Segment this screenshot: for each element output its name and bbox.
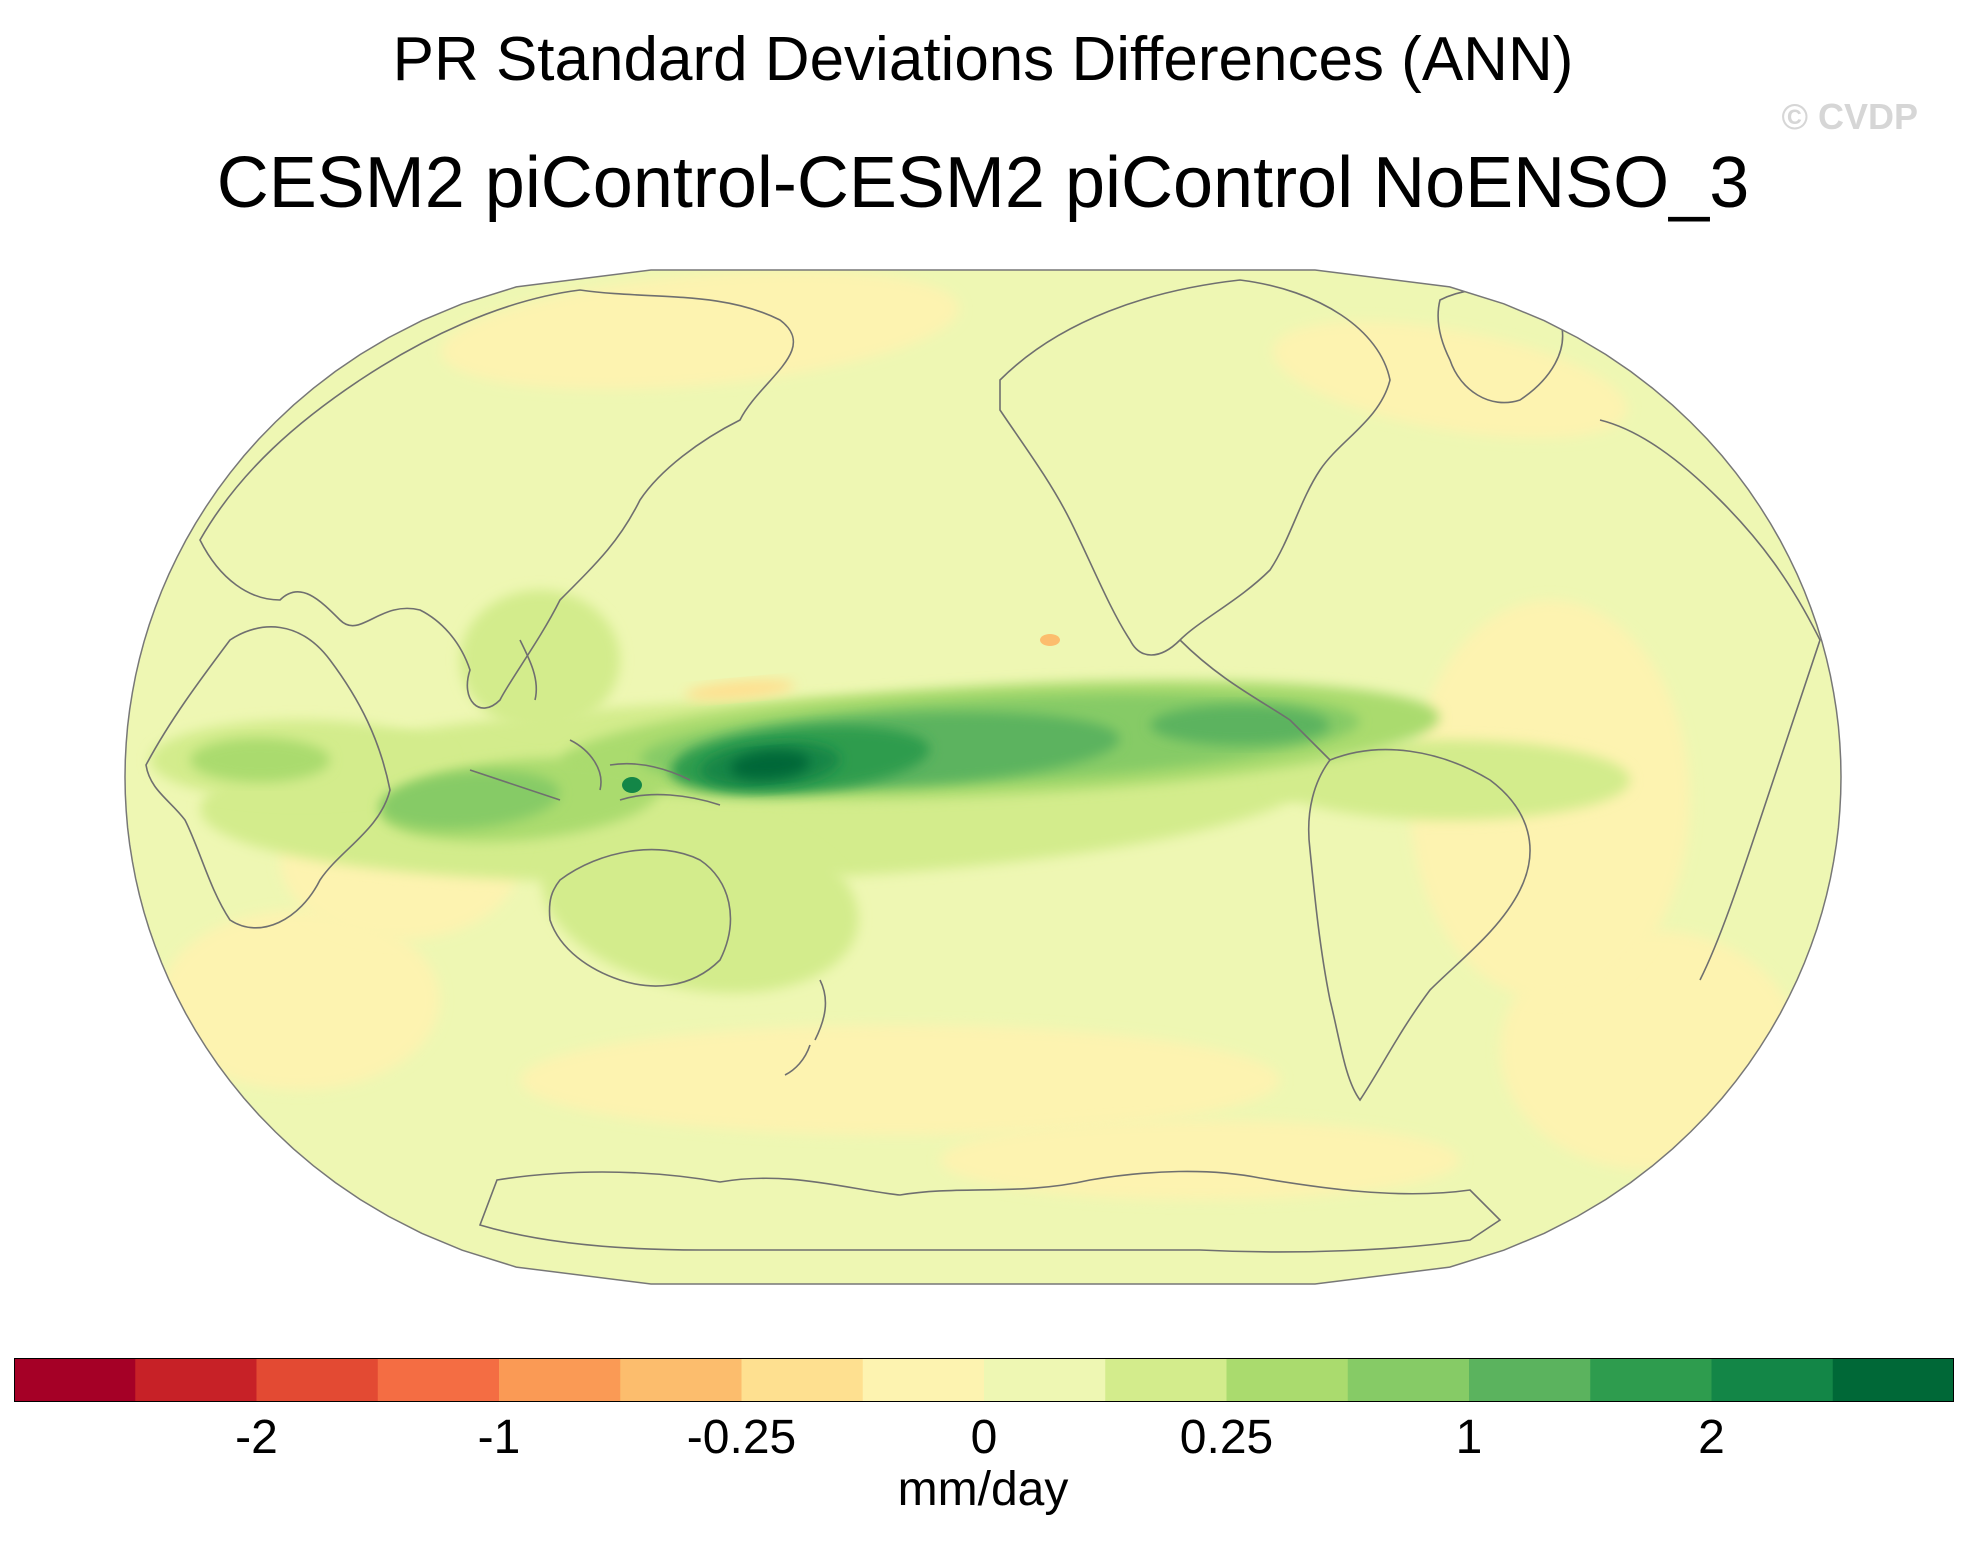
- colorbar-swatch: [377, 1358, 500, 1402]
- cvdp-watermark: © CVDP: [1781, 96, 1918, 137]
- colorbar-tick-label: 2: [1698, 1411, 1725, 1464]
- colorbar-swatch: [135, 1358, 257, 1402]
- colorbar-tick-label: 1: [1455, 1411, 1483, 1464]
- contour-region: [190, 738, 330, 782]
- map-border: [124, 269, 1842, 1285]
- colorbar-swatch: [14, 1358, 136, 1402]
- contour-region: [940, 1120, 1460, 1200]
- contour-region: [685, 679, 795, 701]
- colorbar-tick-label: -2: [235, 1411, 278, 1464]
- contour-region: [520, 1025, 1280, 1135]
- colorbar-swatch: [1711, 1358, 1834, 1402]
- coastlines: [145, 279, 1821, 1253]
- contour-region: [730, 750, 810, 780]
- colorbar-swatch: [984, 1358, 1106, 1402]
- colorbar: [14, 1358, 1954, 1402]
- contour-region: [1150, 705, 1330, 745]
- title-line-1: PR Standard Deviations Differences (ANN): [392, 25, 1574, 94]
- colorbar-tick-label: 0.25: [1179, 1411, 1274, 1464]
- contour-region: [1270, 740, 1630, 820]
- colorbar-swatch: [1347, 1358, 1470, 1402]
- colorbar-tick-label: -0.25: [686, 1411, 797, 1464]
- contour-region: [160, 910, 440, 1090]
- colorbar-units: mm/day: [897, 1463, 1069, 1516]
- colorbar-swatch: [1226, 1358, 1349, 1402]
- colorbar-swatch: [1832, 1358, 1954, 1402]
- colorbar-swatch: [1105, 1358, 1227, 1402]
- colorbar-tick-label: 0: [970, 1411, 998, 1464]
- contour-layer: [150, 270, 1800, 1200]
- contour-region: [460, 590, 620, 730]
- contour-region: [1272, 321, 1628, 439]
- contour-region: [622, 777, 642, 793]
- contour-region: [440, 270, 960, 390]
- colorbar-swatch: [1469, 1358, 1591, 1402]
- colorbar-swatch: [256, 1358, 379, 1402]
- colorbar-tick-label: -1: [477, 1411, 521, 1464]
- colorbar-swatch: [620, 1358, 742, 1402]
- title-line-2: CESM2 piControl-CESM2 piControl NoENSO_3: [216, 143, 1750, 223]
- colorbar-swatch: [499, 1358, 621, 1402]
- colorbar-swatch: [741, 1358, 864, 1402]
- map-field: [125, 270, 1841, 1284]
- contour-region: [1040, 634, 1060, 646]
- colorbar-swatch: [862, 1358, 985, 1402]
- colorbar-outline: [14, 1358, 1954, 1402]
- colorbar-swatch: [1590, 1358, 1712, 1402]
